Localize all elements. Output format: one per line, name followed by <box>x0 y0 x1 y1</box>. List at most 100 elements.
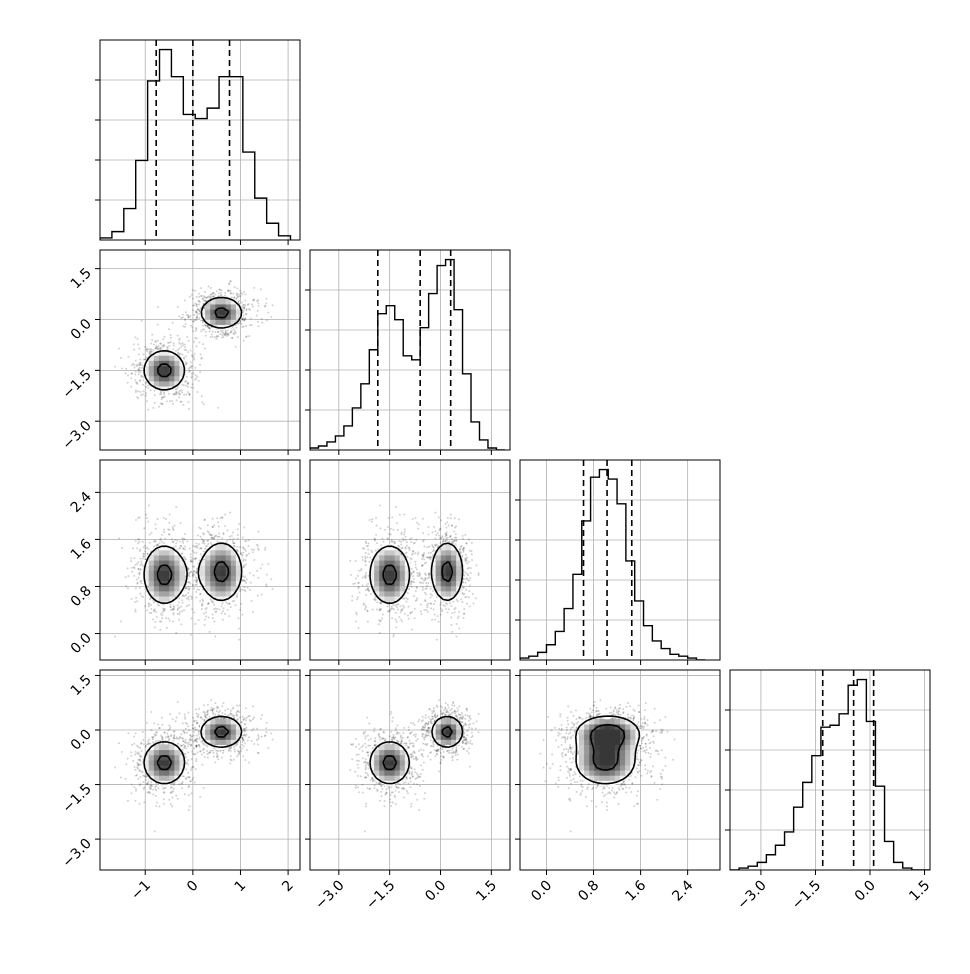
sample-point <box>411 629 413 631</box>
sample-point <box>236 546 238 548</box>
sample-point <box>196 316 198 318</box>
sample-point <box>365 560 367 562</box>
density-cell <box>169 381 175 387</box>
sample-point <box>190 361 192 363</box>
sample-point <box>248 553 250 555</box>
sample-point <box>388 611 390 613</box>
sample-point <box>201 298 203 300</box>
density-cell <box>154 586 160 592</box>
density-cell <box>200 565 206 571</box>
sample-point <box>161 396 163 398</box>
density-cell <box>149 371 155 377</box>
sample-point <box>194 584 196 586</box>
sample-point <box>365 542 367 544</box>
sample-point <box>179 547 181 549</box>
sample-point <box>391 539 393 541</box>
sample-point <box>210 287 212 289</box>
sample-point <box>417 575 419 577</box>
sample-point <box>153 344 155 346</box>
density-cell <box>205 304 211 310</box>
sample-point <box>434 600 436 602</box>
sample-point <box>434 512 436 514</box>
sample-point <box>138 371 140 373</box>
sample-point <box>243 314 245 316</box>
sample-point <box>142 558 144 560</box>
sample-point <box>190 349 192 351</box>
sample-point <box>362 577 364 579</box>
sample-point <box>381 538 383 540</box>
sample-point <box>196 547 198 549</box>
sample-point <box>447 517 449 519</box>
panel-frame <box>520 460 720 660</box>
sample-point <box>192 545 194 547</box>
sample-point <box>175 506 177 508</box>
density-cell <box>441 581 447 587</box>
sample-point <box>139 358 141 360</box>
sample-point <box>140 582 142 584</box>
sample-point <box>232 326 234 328</box>
sample-point <box>464 571 466 573</box>
sample-point <box>212 617 214 619</box>
sample-point <box>182 602 184 604</box>
sample-point <box>182 547 184 549</box>
density-cell <box>164 586 170 592</box>
sample-point <box>214 294 216 296</box>
sample-point <box>173 529 175 531</box>
sample-point <box>433 526 435 528</box>
sample-point <box>391 606 393 608</box>
sample-point <box>193 611 195 613</box>
sample-point <box>423 609 425 611</box>
sample-point <box>232 540 234 542</box>
density-cell <box>231 309 237 315</box>
sample-point <box>402 538 404 540</box>
sample-point <box>207 543 209 545</box>
sample-point <box>367 588 369 590</box>
sample-point <box>192 289 194 291</box>
sample-point <box>445 527 447 529</box>
sample-point <box>227 609 229 611</box>
sample-point <box>138 348 140 350</box>
density-cell <box>436 575 442 581</box>
sample-point <box>190 365 192 367</box>
density-cell <box>456 565 462 571</box>
sample-point <box>396 621 398 623</box>
sample-point <box>387 605 389 607</box>
sample-point <box>184 344 186 346</box>
density-cell <box>174 560 180 566</box>
sample-point <box>364 575 366 577</box>
sample-point <box>404 553 406 555</box>
sample-point <box>425 609 427 611</box>
sample-point <box>397 545 399 547</box>
sample-point <box>148 352 150 354</box>
sample-point <box>261 322 263 324</box>
density-cell <box>436 581 442 587</box>
sample-point <box>213 608 215 610</box>
sample-point <box>188 393 190 395</box>
density-cell <box>200 575 206 581</box>
sample-point <box>203 328 205 330</box>
density-cell <box>210 304 216 310</box>
sample-point <box>192 566 194 568</box>
sample-point <box>178 597 180 599</box>
sample-point <box>405 546 407 548</box>
sample-point <box>258 549 260 551</box>
sample-point <box>171 538 173 540</box>
sample-point <box>431 619 433 621</box>
sample-point <box>256 570 258 572</box>
sample-point <box>350 574 352 576</box>
sample-point <box>194 290 196 292</box>
sample-point <box>368 553 370 555</box>
sample-point <box>127 374 129 376</box>
sample-point <box>410 612 412 614</box>
sample-point <box>440 614 442 616</box>
sample-point <box>470 572 472 574</box>
sample-point <box>159 542 161 544</box>
sample-point <box>157 340 159 342</box>
sample-point <box>177 613 179 615</box>
sample-point <box>205 335 207 337</box>
sample-point <box>144 605 146 607</box>
sample-point <box>411 611 413 613</box>
sample-point <box>367 549 369 551</box>
sample-point <box>400 533 402 535</box>
sample-point <box>466 573 468 575</box>
